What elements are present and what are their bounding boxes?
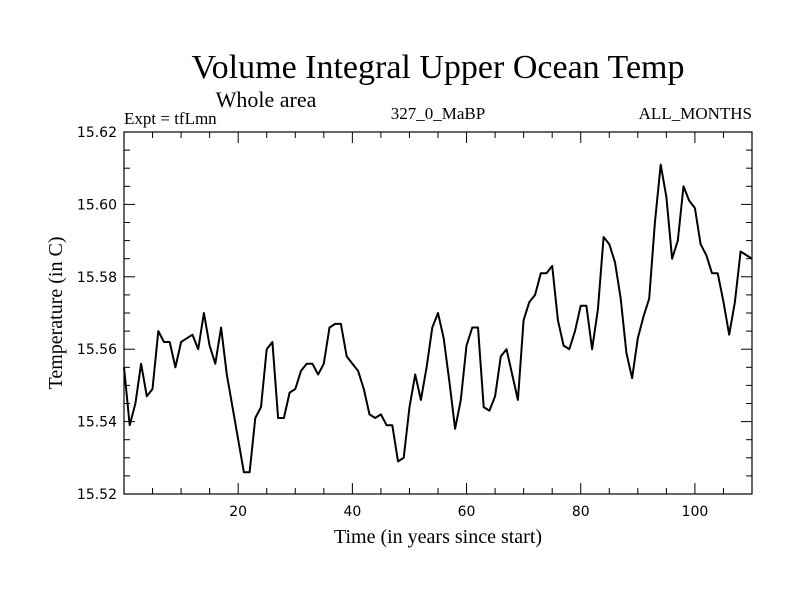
x-tick-label: 60 [458,504,476,520]
chart-title: Volume Integral Upper Ocean Temp [192,49,685,86]
run-label: 327_0_MaBP [391,104,485,123]
y-tick-label: 15.54 [77,415,117,431]
tick-label-layer: 20 40 60 80 100 15.52 15.54 15.56 15.58 15.60 15.6… [77,125,708,520]
tick-layer [124,132,752,494]
x-axis-label: Time (in years since start) [334,526,542,548]
plot-frame [123,131,753,495]
y-axis-label: Temperature (in C) [45,237,67,390]
y-tick-label: 15.60 [77,197,117,213]
y-tick-label: 15.58 [77,270,117,286]
experiment-label: Expt = tfLmn [124,109,217,128]
x-tick-label: 20 [229,504,247,520]
months-label: ALL_MONTHS [639,104,752,123]
chart-subtitle: Whole area [216,87,317,112]
y-tick-label: 15.62 [77,125,117,141]
series-line-tfLmn [123,163,753,474]
y-tick-label: 15.52 [77,487,117,503]
x-tick-label: 40 [343,504,361,520]
y-tick-label: 15.56 [77,342,117,358]
x-tick-label: 80 [572,504,590,520]
x-tick-label: 100 [682,504,709,520]
